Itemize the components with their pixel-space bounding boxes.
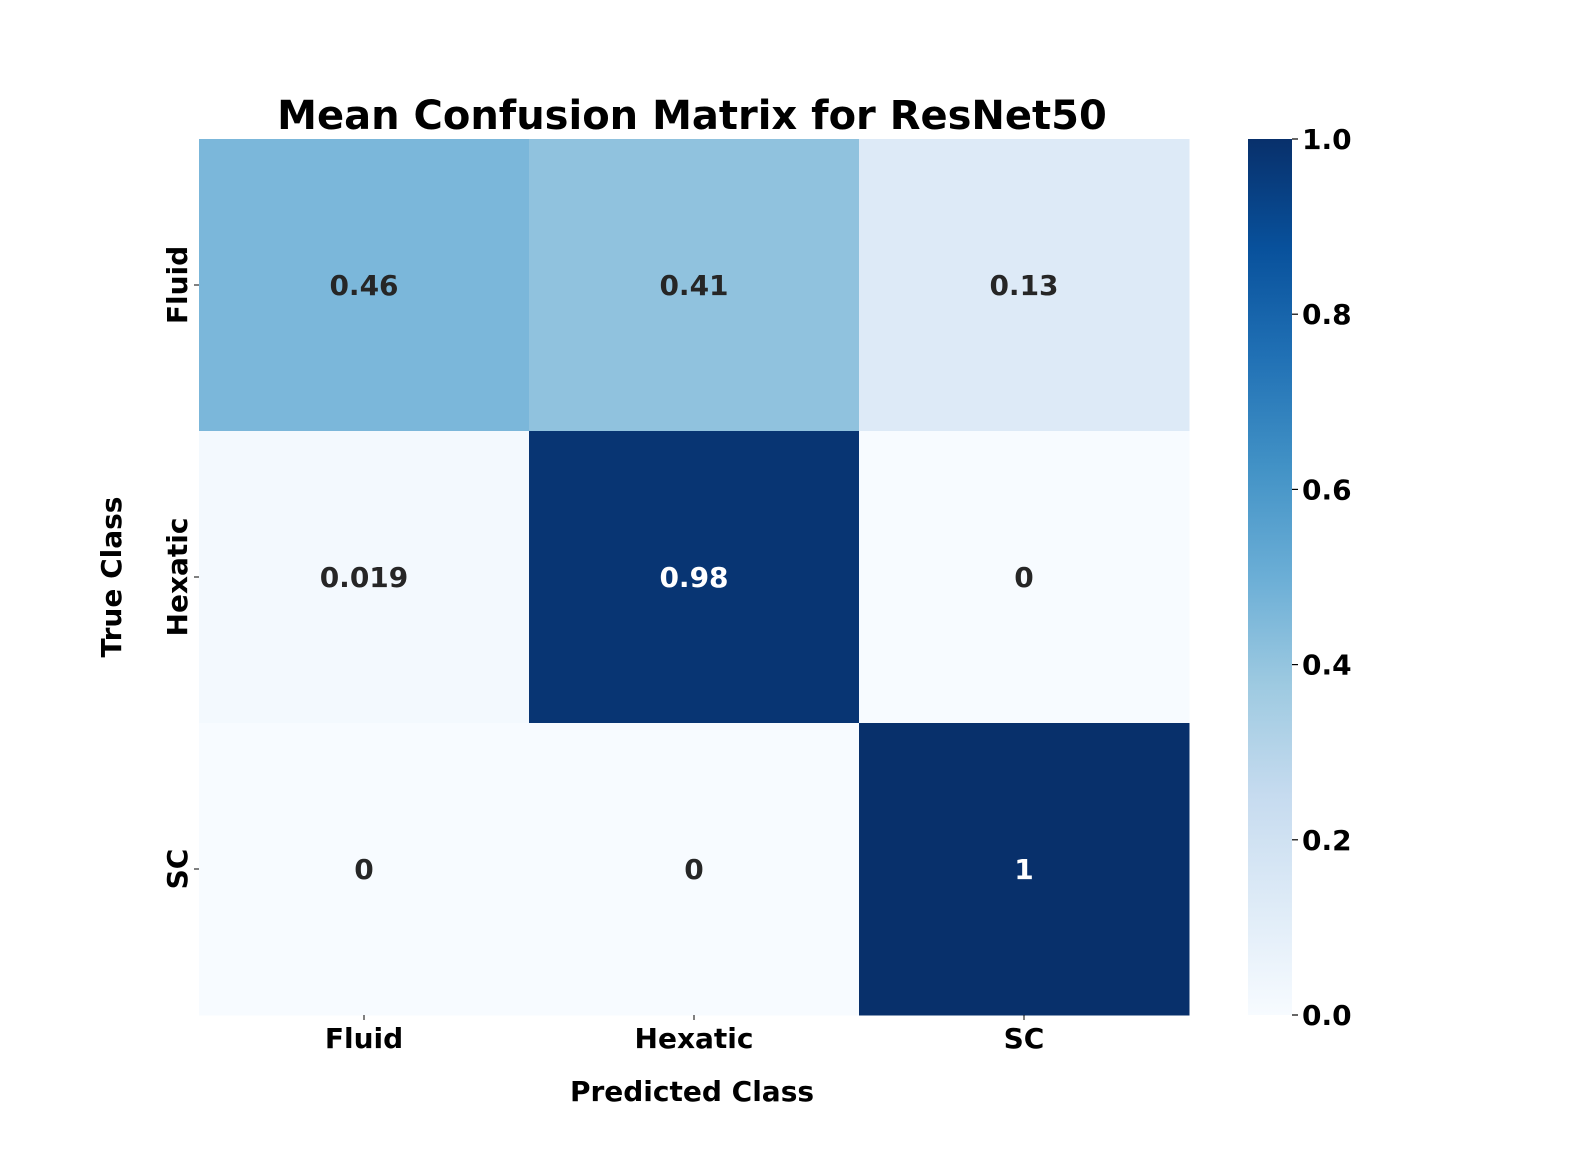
y-tick-label: Hexatic	[161, 518, 194, 637]
y-axis-ticks: Fluid Hexatic SC	[161, 246, 199, 890]
heatmap-cell-0-2	[859, 139, 1190, 432]
x-tick-label: Fluid	[325, 1022, 403, 1055]
x-tick-label: SC	[1004, 1022, 1045, 1055]
cell-annotation-2-2: 1	[1014, 853, 1033, 886]
colorbar-ticks: 0.0 0.2 0.4 0.6 0.8 1.0	[1292, 123, 1352, 1032]
x-tick-label: Hexatic	[635, 1022, 754, 1055]
heatmap-cell-1-0	[199, 431, 530, 724]
colorbar-tick-label: 0.0	[1302, 999, 1352, 1032]
heatmap-cell-1-2	[859, 431, 1190, 724]
heatmap-cell-2-2	[859, 723, 1190, 1016]
colorbar-tick-label: 1.0	[1302, 123, 1352, 156]
y-tick-label: SC	[161, 849, 194, 890]
cell-annotation-2-1: 0	[684, 853, 703, 886]
heatmap-cell-2-1	[529, 723, 860, 1016]
cell-annotation-0-1: 0.41	[659, 269, 728, 302]
y-axis-label: True Class	[95, 497, 128, 658]
chart-title: Mean Confusion Matrix for ResNet50	[277, 93, 1107, 139]
colorbar-tick-label: 0.6	[1302, 473, 1352, 506]
cell-annotation-0-0: 0.46	[329, 269, 398, 302]
colorbar-tick-label: 0.2	[1302, 824, 1352, 857]
x-axis-label: Predicted Class	[570, 1075, 814, 1108]
cell-annotation-1-2: 0	[1014, 561, 1033, 594]
heatmap-cell-0-0	[199, 139, 530, 432]
heatmap-cell-1-1	[529, 431, 860, 724]
cell-annotation-1-0: 0.019	[320, 561, 409, 594]
colorbar-tick-label: 0.4	[1302, 649, 1352, 682]
heatmap-cell-2-0	[199, 723, 530, 1016]
y-tick-label: Fluid	[161, 246, 194, 324]
heatmap-annotations: 0.46 0.41 0.13 0.019 0.98 0 0 0 1	[320, 269, 1059, 886]
colorbar	[1248, 139, 1292, 1015]
cell-annotation-2-0: 0	[354, 853, 373, 886]
cell-annotation-1-1: 0.98	[659, 561, 728, 594]
heatmap-cell-0-1	[529, 139, 860, 432]
colorbar-tick-label: 0.8	[1302, 298, 1352, 331]
x-axis-ticks: Fluid Hexatic SC	[325, 1015, 1045, 1055]
cell-annotation-0-2: 0.13	[989, 269, 1058, 302]
heatmap-cells	[199, 139, 1190, 1016]
